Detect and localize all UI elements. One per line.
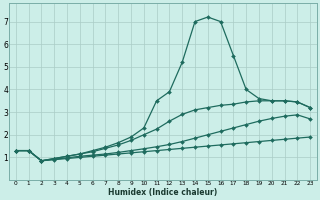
- X-axis label: Humidex (Indice chaleur): Humidex (Indice chaleur): [108, 188, 218, 197]
